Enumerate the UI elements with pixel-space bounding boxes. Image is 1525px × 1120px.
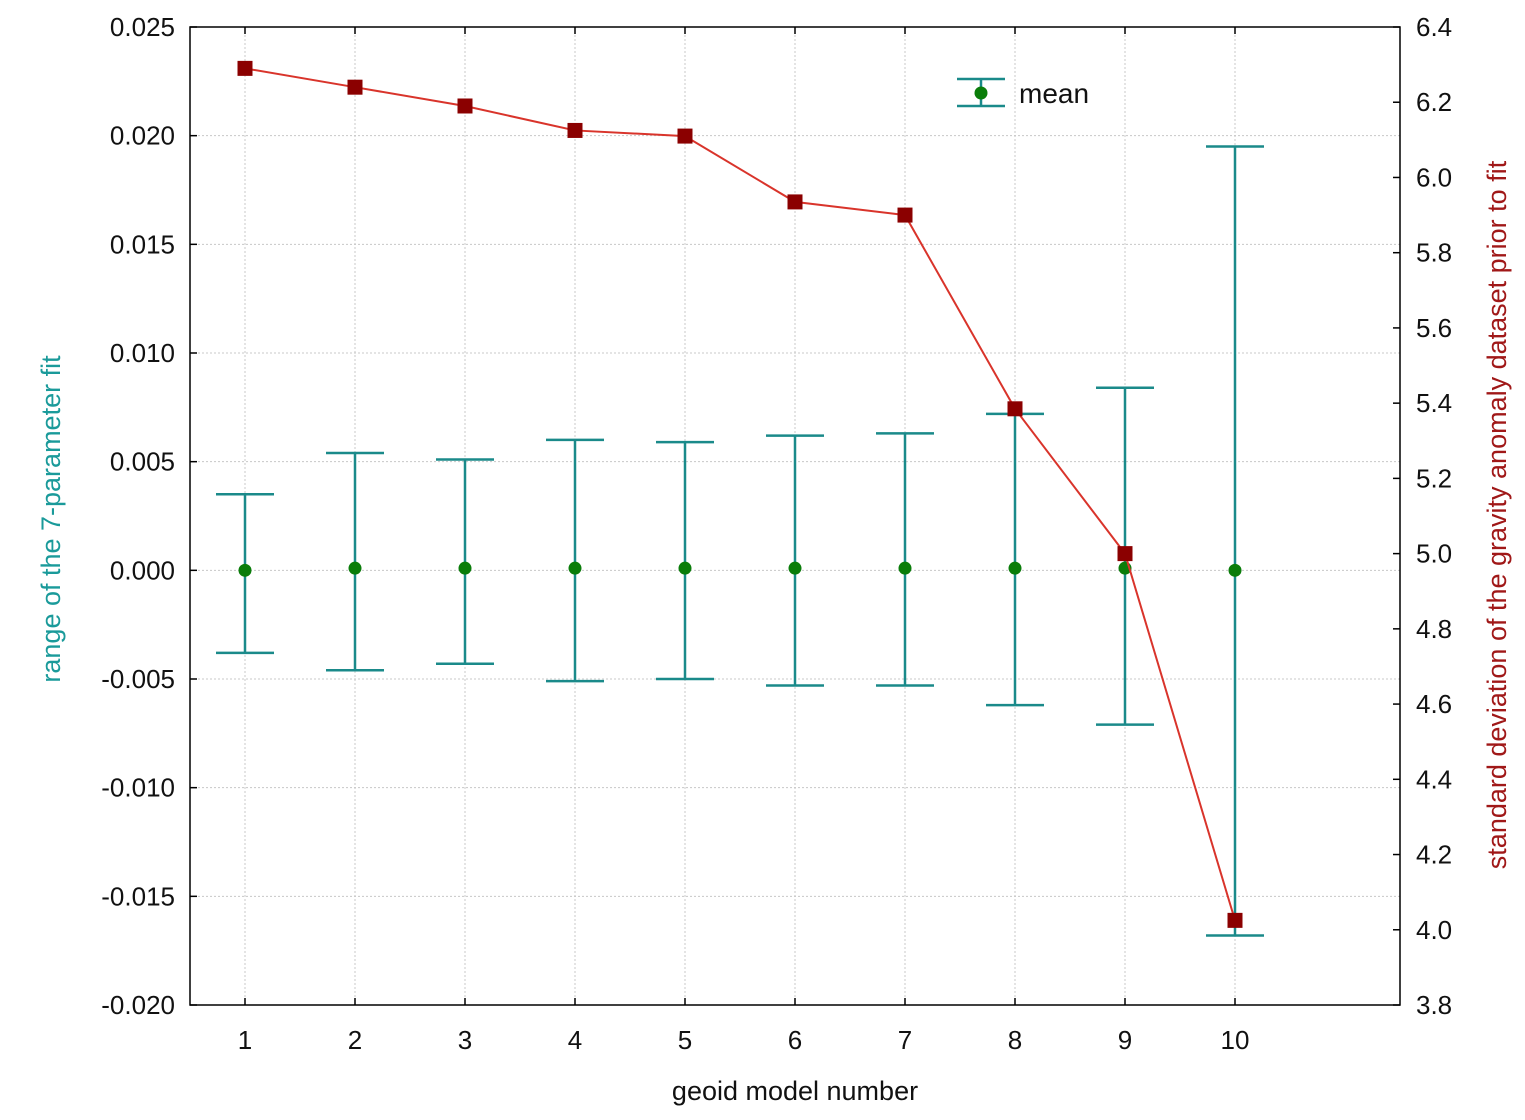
- y-right-tick-label: 3.8: [1416, 990, 1452, 1020]
- std-dev-marker: [787, 194, 803, 210]
- mean-marker: [678, 561, 692, 575]
- series: [216, 60, 1264, 937]
- mean-marker: [1228, 563, 1242, 577]
- y-right-tick-label: 4.4: [1416, 764, 1452, 794]
- y-right-tick-label: 6.0: [1416, 162, 1452, 192]
- mean-marker: [458, 561, 472, 575]
- legend-label-mean: mean: [1019, 78, 1089, 109]
- y-right-axis-title: standard deviation of the gravity anomal…: [1482, 160, 1512, 869]
- y-right-tick-label: 6.2: [1416, 87, 1452, 117]
- y-right-tick-label: 5.8: [1416, 238, 1452, 268]
- mean-marker: [1008, 561, 1022, 575]
- std-dev-marker: [677, 128, 693, 144]
- y-left-tick-label: 0.000: [110, 555, 175, 585]
- y-right-tick-label: 5.0: [1416, 539, 1452, 569]
- mean-marker: [788, 561, 802, 575]
- y-left-tick-label: 0.020: [110, 121, 175, 151]
- y-left-axis-title: range of the 7-parameter fit: [36, 355, 66, 683]
- std-dev-marker: [347, 79, 363, 95]
- y-right-tick-label: 6.4: [1416, 12, 1452, 42]
- axes: 1 2 3 4 5 6 7 8 9 10 -0.020 -0.015 -0.010 -0.005 0.000…: [101, 12, 1452, 1055]
- x-tick-label: 10: [1221, 1025, 1250, 1055]
- y-left-tick-label: -0.010: [101, 773, 175, 803]
- mean-marker: [348, 561, 362, 575]
- y-left-tick-label: -0.015: [101, 881, 175, 911]
- std-dev-marker: [237, 60, 253, 76]
- y-left-tick-label: 0.005: [110, 447, 175, 477]
- std-dev-marker: [1007, 401, 1023, 417]
- x-tick-label: 1: [238, 1025, 252, 1055]
- mean-marker: [238, 563, 252, 577]
- x-tick-label: 2: [348, 1025, 362, 1055]
- x-tick-label: 8: [1008, 1025, 1022, 1055]
- x-tick-label: 4: [568, 1025, 582, 1055]
- std-dev-marker: [1227, 912, 1243, 928]
- legend-mean-marker: [974, 86, 988, 100]
- y-left-tick-label: 0.015: [110, 229, 175, 259]
- y-right-tick-label: 5.2: [1416, 463, 1452, 493]
- y-right-tick-label: 4.8: [1416, 614, 1452, 644]
- x-tick-label: 6: [788, 1025, 802, 1055]
- y-right-tick-label: 4.6: [1416, 689, 1452, 719]
- x-tick-label: 9: [1118, 1025, 1132, 1055]
- x-tick-label: 7: [898, 1025, 912, 1055]
- x-tick-label: 5: [678, 1025, 692, 1055]
- y-right-tick-label: 5.4: [1416, 388, 1452, 418]
- x-tick-label: 3: [458, 1025, 472, 1055]
- std-dev-marker: [457, 98, 473, 114]
- y-right-tick-label: 4.0: [1416, 915, 1452, 945]
- y-right-tick-label: 5.6: [1416, 313, 1452, 343]
- y-left-tick-label: -0.020: [101, 990, 175, 1020]
- y-left-tick-label: -0.005: [101, 664, 175, 694]
- mean-marker: [568, 561, 582, 575]
- y-left-tick-label: 0.025: [110, 12, 175, 42]
- std-dev-marker: [1117, 546, 1133, 562]
- std-dev-line: [244, 67, 1236, 921]
- std-dev-marker: [897, 207, 913, 223]
- legend: mean: [957, 77, 1089, 109]
- y-left-tick-label: 0.010: [110, 338, 175, 368]
- mean-marker: [898, 561, 912, 575]
- std-dev-marker: [567, 122, 583, 138]
- x-axis-title: geoid model number: [672, 1076, 918, 1106]
- y-right-tick-label: 4.2: [1416, 840, 1452, 870]
